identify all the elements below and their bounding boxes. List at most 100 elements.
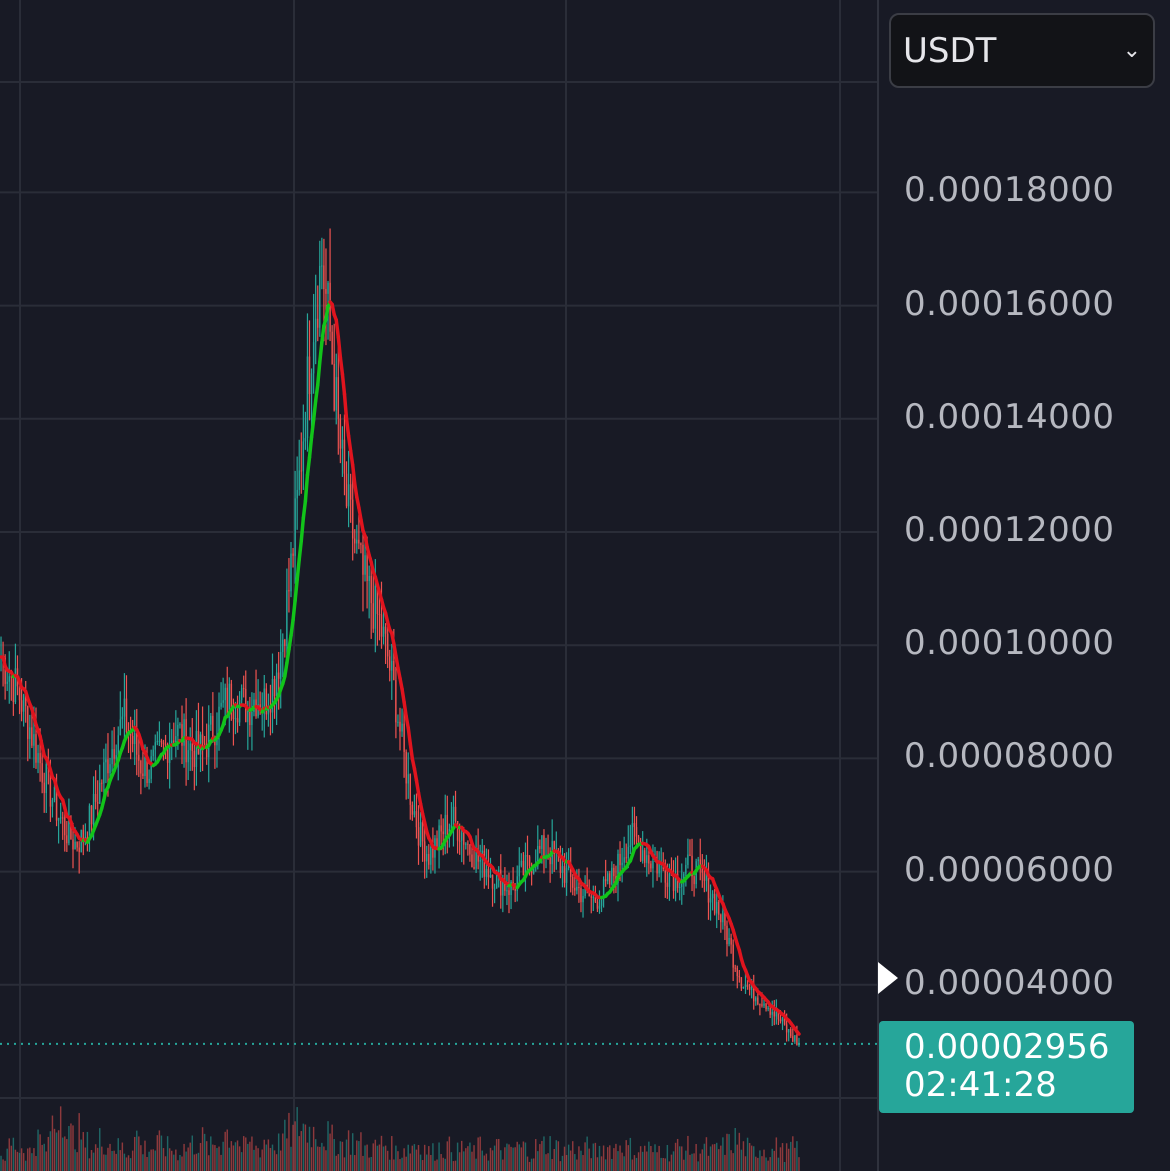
volume-bar (263, 1139, 265, 1171)
candle-body (600, 897, 603, 906)
volume-bar (479, 1136, 481, 1171)
volume-bar (78, 1113, 80, 1171)
volume-bar (734, 1128, 736, 1171)
volume-bar (415, 1149, 418, 1171)
volume-bar (251, 1136, 253, 1171)
volume-bar (210, 1136, 212, 1171)
volume-bar (592, 1143, 595, 1171)
chart-grid (0, 0, 878, 1171)
volume-bar (701, 1149, 704, 1171)
candle-body (356, 539, 358, 544)
volume-bar (532, 1158, 535, 1171)
candle-body (224, 687, 226, 701)
candle-body (442, 831, 444, 835)
volume-bar (306, 1142, 309, 1171)
volume-bar (676, 1138, 679, 1171)
candle-body (242, 688, 245, 690)
volume-bar (380, 1135, 383, 1171)
candle-countdown: 02:41:28 (904, 1065, 1057, 1105)
candle-body (12, 677, 15, 703)
candle-body (251, 711, 253, 726)
volume-bar (117, 1138, 119, 1171)
candle-body (518, 865, 520, 877)
volume-bar (518, 1144, 520, 1171)
volume-bar (469, 1142, 471, 1171)
volume-bar (337, 1154, 340, 1171)
candle-body (304, 438, 307, 442)
candle-body (8, 676, 10, 682)
volume-bar (426, 1154, 428, 1171)
candle-body (88, 805, 91, 841)
candle-body (362, 544, 364, 575)
candle-body (300, 470, 303, 472)
candle-body (292, 553, 294, 556)
candle-body (109, 764, 111, 774)
candle-body (637, 836, 640, 842)
currency-select[interactable]: USDT ⌄ (889, 13, 1155, 88)
volume-bar (522, 1141, 525, 1171)
candle-body (790, 1029, 792, 1037)
candle-body (162, 742, 165, 745)
candle-body (559, 856, 562, 873)
candle-body (407, 774, 409, 784)
candle-body (49, 768, 52, 807)
candle-body (528, 856, 531, 866)
candle-body (683, 873, 685, 879)
volume-bar (113, 1150, 115, 1171)
volume-bar (787, 1148, 790, 1171)
volume-bar (131, 1150, 134, 1171)
candle-body (187, 750, 189, 763)
volume-bar (674, 1142, 677, 1171)
ma-segment (404, 714, 410, 730)
candle-body (374, 585, 377, 629)
volume-bar (368, 1157, 370, 1171)
volume-bar (115, 1153, 117, 1171)
volume-bar (164, 1156, 167, 1171)
candle-body (347, 484, 350, 507)
ma-segment (355, 495, 361, 510)
volume-bar (644, 1145, 646, 1171)
volume-bar (504, 1147, 506, 1171)
volume-bar (428, 1146, 430, 1171)
candle-body (779, 1019, 782, 1022)
volume-bar (146, 1156, 148, 1171)
candle-body (609, 873, 611, 885)
volume-bar (586, 1136, 588, 1171)
volume-bar (678, 1146, 681, 1171)
candle-body (794, 1035, 796, 1042)
volume-bar (362, 1155, 364, 1171)
candle-body (308, 356, 311, 395)
candle-body (115, 755, 117, 759)
volume-bar (510, 1146, 512, 1171)
candle-body (763, 1003, 765, 1006)
volume-bar (742, 1141, 745, 1171)
candle-body (500, 869, 502, 896)
candle-body (51, 800, 54, 807)
ma-segment (336, 335, 343, 360)
candle-body (537, 845, 539, 867)
candle-body (59, 817, 62, 819)
candle-body (627, 846, 629, 859)
candle-body (584, 884, 586, 896)
volume-bar (407, 1144, 409, 1171)
candle-body (41, 763, 43, 783)
candle-body (582, 895, 584, 903)
candle-body (417, 827, 420, 846)
volume-bar (397, 1151, 399, 1171)
volume-bar (142, 1154, 144, 1171)
candle-body (10, 676, 13, 678)
candle-body (181, 724, 183, 746)
volume-bar (240, 1152, 243, 1171)
candle-body (372, 603, 374, 629)
candle-body (650, 863, 652, 869)
candle-body (288, 590, 290, 592)
candle-body (195, 731, 198, 767)
price-axis-label: 0.00006000 (904, 849, 1115, 890)
ma-segment (311, 398, 318, 422)
candle-body (397, 721, 399, 723)
volume-bar (300, 1131, 303, 1171)
volume-bar (489, 1147, 492, 1171)
candle-body (214, 738, 216, 746)
candle-body (744, 984, 747, 987)
